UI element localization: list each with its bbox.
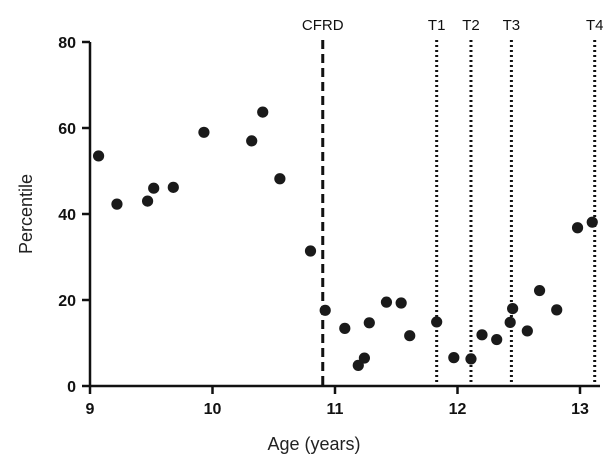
data-point	[431, 316, 443, 328]
x-tick-label: 11	[327, 401, 344, 418]
data-point	[363, 317, 375, 329]
reference-label-t2: T2	[462, 17, 480, 34]
data-point	[141, 195, 154, 207]
data-point	[571, 222, 584, 234]
data-point	[476, 329, 488, 341]
y-tick-label: 40	[58, 207, 76, 224]
data-point	[257, 106, 269, 118]
y-tick-label: 20	[58, 293, 76, 310]
ticks: 0 20 40 60 80 9 10 11 12 13	[58, 35, 589, 418]
y-tick-label: 0	[67, 379, 76, 396]
data-point	[167, 181, 179, 193]
data-point	[274, 173, 286, 185]
data-point	[304, 245, 317, 257]
reference-label-t3: T3	[503, 17, 521, 34]
data-point	[448, 352, 460, 364]
data-point	[395, 297, 407, 309]
data-point	[551, 304, 563, 316]
data-point	[521, 325, 533, 337]
data-point	[533, 284, 546, 297]
x-tick-label: 10	[204, 401, 222, 418]
data-point	[339, 322, 351, 334]
data-point	[148, 182, 160, 194]
x-tick-label: 9	[86, 401, 95, 418]
data-point	[198, 126, 210, 138]
data-point	[504, 316, 516, 328]
data-point	[404, 330, 416, 342]
data-point	[380, 296, 393, 308]
y-axis-title: Percentile	[16, 174, 36, 254]
data-point	[111, 198, 123, 210]
reference-label-t1: T1	[428, 17, 446, 34]
data-point	[358, 352, 370, 364]
y-tick-label: 80	[58, 35, 76, 52]
x-axis-title: Age (years)	[267, 434, 360, 454]
data-point	[507, 303, 519, 315]
reference-lines: CFRD T1 T2 T3 T4	[302, 17, 603, 386]
data-point	[352, 359, 364, 371]
data-point	[491, 333, 503, 346]
data-point	[319, 304, 331, 316]
data-point	[92, 150, 105, 162]
reference-label-cfrd: CFRD	[302, 17, 344, 34]
x-tick-label: 12	[449, 401, 467, 418]
x-tick-label: 13	[571, 401, 589, 418]
data-point	[586, 216, 598, 228]
y-tick-label: 60	[58, 121, 76, 138]
data-point	[246, 135, 258, 147]
data-point	[465, 353, 477, 365]
reference-label-t4: T4	[586, 17, 603, 34]
data-points	[92, 106, 598, 371]
